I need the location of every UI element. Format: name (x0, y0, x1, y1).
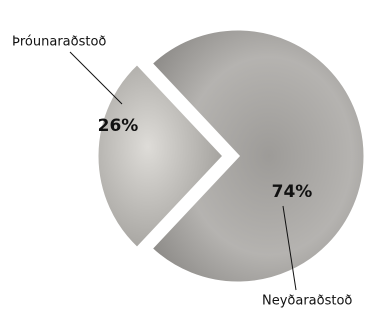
chart: 26% Þróunaraðstoð 74% Neyðaraðstoð (0, 0, 382, 314)
category-label: Þróunaraðstoð (12, 35, 106, 50)
value-label: 26% (98, 116, 139, 136)
category-label: Neyðaraðstoð (262, 294, 352, 309)
value-label: 74% (272, 182, 313, 202)
leader-line (70, 52, 122, 104)
